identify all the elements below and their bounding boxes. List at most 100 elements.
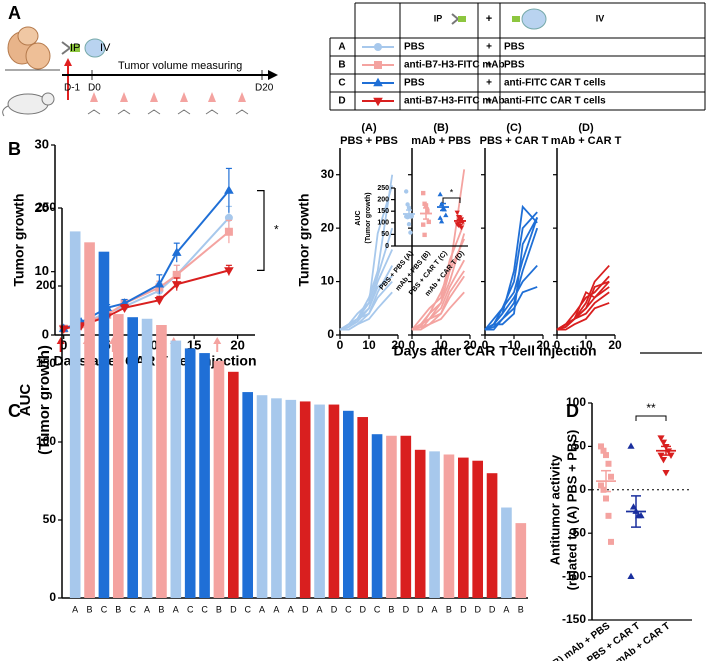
y-tick-label: 150 <box>36 356 56 370</box>
table-cell: anti-FITC CAR T cells <box>504 96 606 107</box>
mouse-line <box>556 280 610 331</box>
bar <box>515 523 527 598</box>
panel-label: C <box>8 401 21 421</box>
y-tick-label: 0 <box>42 326 49 341</box>
y-tick-label: 250 <box>36 200 56 214</box>
marker <box>406 205 412 210</box>
iv-label: IV <box>100 42 111 54</box>
mouse-line <box>484 217 538 331</box>
marker <box>443 212 449 218</box>
marker <box>659 439 668 446</box>
x-tick-label: C <box>101 604 108 614</box>
x-tick-label: 20 <box>230 337 244 352</box>
x-tick-label: 0 <box>554 338 561 352</box>
marker <box>662 470 670 477</box>
bar <box>400 435 412 598</box>
x-tick-label: A <box>317 604 323 614</box>
significance-bracket <box>635 415 667 421</box>
marker <box>437 191 443 197</box>
panel-label: D <box>566 401 579 421</box>
bar <box>227 371 239 598</box>
mouse-icon <box>2 92 55 117</box>
table-cell: anti-FITC CAR T cells <box>504 78 606 89</box>
x-tick-label: 10 <box>362 338 376 352</box>
table-cell: anti-B7-H3-FITC mAb <box>404 96 505 107</box>
mouse-line <box>411 270 465 331</box>
y-axis-label: (Tumor growth) <box>36 345 53 455</box>
marker <box>667 452 675 459</box>
x-tick-label: 20 <box>608 338 622 352</box>
y-axis-label: Tumor growth <box>296 193 312 286</box>
x-tick-label: C <box>201 604 208 614</box>
y-tick-label: -150 <box>562 612 586 626</box>
mouse-line <box>484 211 538 331</box>
table-cell: PBS <box>404 42 425 53</box>
bar <box>84 242 95 598</box>
marker <box>657 435 665 442</box>
y-tick-label: -50 <box>569 525 587 539</box>
bar <box>156 325 167 598</box>
injection-arrowhead <box>213 337 222 344</box>
marker <box>426 219 431 225</box>
table-cell: PBS <box>404 78 425 89</box>
mouse-line <box>485 286 538 331</box>
table-cell: B <box>338 60 345 71</box>
panel-label: A <box>8 3 21 23</box>
x-tick-label: A <box>288 604 294 614</box>
timeline-arrowhead <box>268 70 278 80</box>
x-tick-label: D <box>489 604 496 614</box>
marker <box>404 189 409 194</box>
day-mark: D0 <box>88 83 101 94</box>
x-axis-label: Days after CAR T cell injection <box>53 353 256 369</box>
y-axis-label: (related to (A) PBS + PBS) <box>564 430 579 591</box>
x-tick-label: 20 <box>536 338 550 352</box>
x-tick-label: B <box>115 604 121 614</box>
marker <box>171 281 182 290</box>
y-axis-label: Tumor growth <box>11 193 27 286</box>
marker <box>408 230 413 235</box>
x-tick-label: 10 <box>579 338 593 352</box>
x-tick-label: D <box>474 604 481 614</box>
y-tick-label: 20 <box>35 200 49 215</box>
bar <box>112 314 124 598</box>
bar <box>170 340 182 598</box>
x-tick-label: A <box>432 604 438 614</box>
marker <box>224 227 233 236</box>
bar <box>98 251 110 598</box>
y-tick-label: 0 <box>49 590 56 604</box>
marker <box>627 442 635 449</box>
bar <box>443 454 455 598</box>
marker <box>437 215 443 220</box>
x-tick-label: C <box>129 604 136 614</box>
x-tick-label: B <box>518 604 524 614</box>
marker <box>154 279 165 288</box>
x-tick-label: A <box>503 604 509 614</box>
y-axis-label: (Tumor growth) <box>365 192 372 243</box>
bar <box>271 398 282 598</box>
x-tick-label: C <box>244 604 251 614</box>
panel-title: mAb + CAR T <box>551 135 622 147</box>
x-tick-label: B <box>87 604 93 614</box>
y-tick-label: 200 <box>377 196 389 203</box>
marker <box>605 512 612 519</box>
x-tick-label: D <box>403 604 410 614</box>
table-cell: + <box>486 96 492 107</box>
panel-title: (A) <box>361 122 377 134</box>
table-cell: + <box>486 60 492 71</box>
marker <box>422 232 427 238</box>
marker <box>172 270 181 279</box>
bar <box>472 460 484 598</box>
panel-title: (D) <box>578 122 594 134</box>
bar <box>328 404 340 598</box>
x-tick-label: A <box>144 604 150 614</box>
mouse-line <box>339 275 393 331</box>
bar <box>429 451 440 598</box>
timeline-label: Tumor volume measuring <box>118 60 242 72</box>
marker <box>454 210 460 216</box>
y-tick-label: 10 <box>321 274 335 288</box>
y-tick-label: 50 <box>43 512 57 526</box>
mouse-line <box>484 227 539 331</box>
bar <box>414 449 426 598</box>
y-tick-label: 0 <box>327 327 334 341</box>
bar <box>184 348 196 598</box>
